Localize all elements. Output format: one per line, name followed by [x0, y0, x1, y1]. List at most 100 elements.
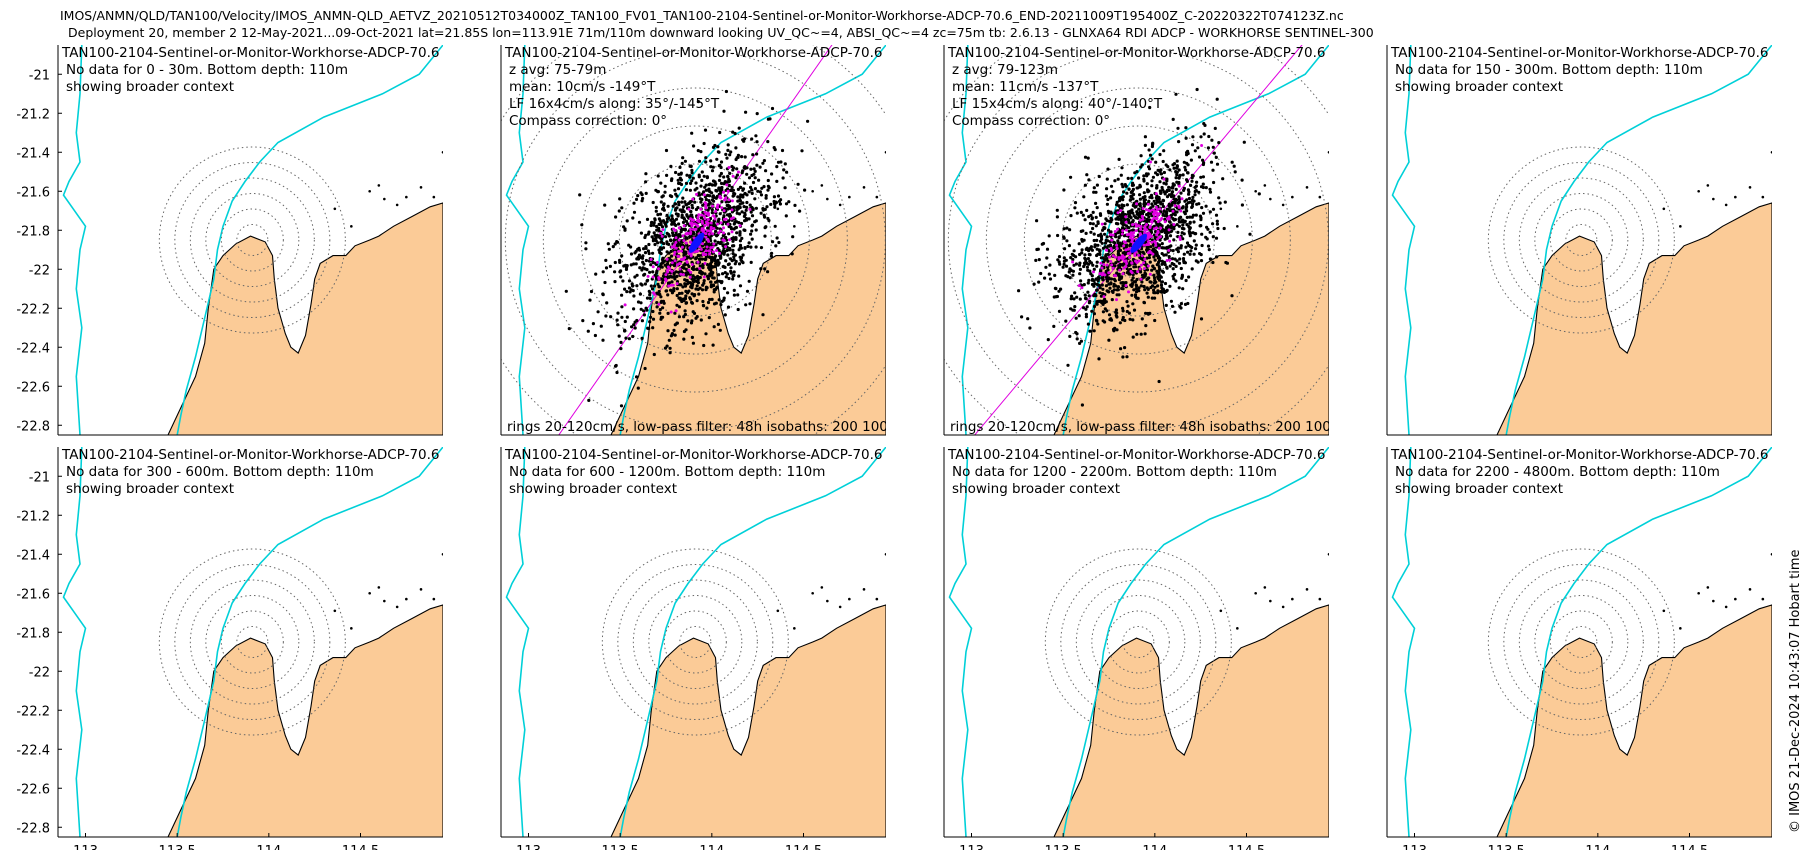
y-tick-label: -22.8: [16, 821, 50, 836]
velocity-ring: [205, 193, 300, 287]
isobath-line: [1062, 45, 1329, 435]
panel-annotation: No data for 150 - 300m. Bottom depth: 11…: [1395, 62, 1703, 78]
island: [441, 552, 443, 556]
velocity-ring: [663, 610, 727, 674]
isobath-line: [176, 447, 443, 837]
velocity-ring: [617, 564, 774, 720]
velocity-ring: [1044, 548, 1232, 736]
island: [405, 597, 408, 601]
velocity-ring: [1061, 163, 1215, 317]
island: [383, 599, 386, 603]
island: [395, 203, 399, 207]
velocity-ring: [985, 87, 1291, 393]
imos-credit: © IMOS 21-Dec-2024 10:43:07 Hobart time: [1788, 549, 1800, 833]
island: [1281, 605, 1285, 609]
x-tick-label: 113: [959, 844, 984, 850]
panel-annotation: Compass correction: 0°: [509, 113, 667, 129]
y-tick-label: -21.8: [16, 626, 50, 641]
y-tick-label: -21.4: [16, 146, 50, 161]
y-tick-label: -22.6: [16, 380, 50, 395]
velocity-ring: [1565, 626, 1598, 658]
mean-velocity-marker: [688, 232, 705, 253]
island: [1263, 184, 1267, 187]
panel-annotation: z avg: 79-123m: [952, 62, 1058, 78]
island: [350, 627, 353, 630]
velocity-ring: [158, 548, 346, 736]
y-tick-label: -21.2: [16, 107, 50, 122]
isobath-line: [505, 447, 530, 837]
island: [1281, 203, 1285, 207]
panel-annotation: Compass correction: 0°: [952, 113, 1110, 129]
island: [1305, 588, 1309, 591]
isobath-line: [619, 45, 886, 435]
island: [419, 588, 423, 591]
map-panel: 113 113.5 114 114.5 TAN100-2104-Sentinel-or-…: [943, 447, 1329, 850]
island: [395, 605, 399, 609]
panel-annotation: No data for 2200 - 4800m. Bottom depth: …: [1395, 464, 1720, 480]
panel-annotation: No data for 0 - 30m. Bottom depth: 110m: [66, 62, 348, 78]
land-mass: [1053, 202, 1329, 435]
panel-annotation: z avg: 75-79m: [509, 62, 606, 78]
y-tick-label: -21.6: [16, 587, 50, 602]
island: [1706, 586, 1710, 589]
panel-title: TAN100-2104-Sentinel-or-Monitor-Workhors…: [1390, 447, 1769, 463]
velocity-ring: [1487, 146, 1675, 334]
island: [862, 588, 866, 591]
panel-footer-note: rings 20-120cm/s, low-pass filter: 48h i…: [950, 419, 1430, 435]
velocity-ring: [1487, 548, 1675, 736]
island: [1748, 588, 1752, 591]
velocity-ring: [947, 49, 1329, 431]
island: [1269, 599, 1272, 603]
panel-title: TAN100-2104-Sentinel-or-Monitor-Workhors…: [61, 45, 440, 61]
island: [333, 207, 337, 211]
x-tick-label: 113.5: [1045, 844, 1082, 850]
island: [1662, 207, 1666, 211]
velocity-ring: [174, 564, 331, 720]
island: [432, 195, 436, 199]
raw-velocity-scatter: [564, 89, 810, 408]
island: [1679, 225, 1682, 228]
y-tick-label: -21.2: [16, 509, 50, 524]
isobath-line: [1505, 447, 1772, 837]
island: [377, 184, 381, 187]
velocity-ring: [236, 224, 269, 256]
island: [368, 189, 371, 193]
island: [377, 586, 381, 589]
velocity-ring: [580, 125, 810, 355]
panel-annotation: No data for 300 - 600m. Bottom depth: 11…: [66, 464, 374, 480]
x-tick-label: 113: [516, 844, 541, 850]
island: [838, 203, 842, 207]
island: [848, 195, 851, 199]
x-tick-label: 114.5: [785, 844, 822, 850]
island: [368, 591, 371, 595]
panel-title: TAN100-2104-Sentinel-or-Monitor-Workhors…: [947, 45, 1326, 61]
island: [776, 609, 780, 613]
panel-annotation: No data for 1200 - 2200m. Bottom depth: …: [952, 464, 1277, 480]
island: [1697, 591, 1700, 595]
x-tick-label: 113: [73, 844, 98, 850]
velocity-ring: [1075, 579, 1201, 705]
island: [1327, 552, 1329, 556]
island: [1770, 150, 1772, 154]
velocity-ring: [205, 595, 300, 689]
island: [1697, 189, 1700, 193]
panel-annotation: LF 15x4cm/s along: 40°/-140°T: [952, 96, 1163, 112]
island: [826, 197, 829, 201]
velocity-ring: [1549, 208, 1613, 272]
velocity-ring: [1565, 224, 1598, 256]
isobath-line: [505, 45, 530, 435]
island: [1219, 207, 1223, 211]
island: [441, 150, 443, 154]
panel-title: TAN100-2104-Sentinel-or-Monitor-Workhors…: [947, 447, 1326, 463]
velocity-ring: [504, 49, 886, 431]
x-tick-label: 113: [1402, 844, 1427, 850]
isobath-line: [176, 45, 443, 435]
island: [1254, 591, 1257, 595]
x-tick-label: 113.5: [1488, 844, 1525, 850]
island: [1679, 627, 1682, 630]
lowpass-velocity-scatter: [623, 166, 752, 314]
map-panel: rings 20-120cm/s, low-pass filter: 48h i…: [500, 45, 886, 436]
island: [1706, 184, 1710, 187]
isobath-line: [1062, 447, 1329, 837]
